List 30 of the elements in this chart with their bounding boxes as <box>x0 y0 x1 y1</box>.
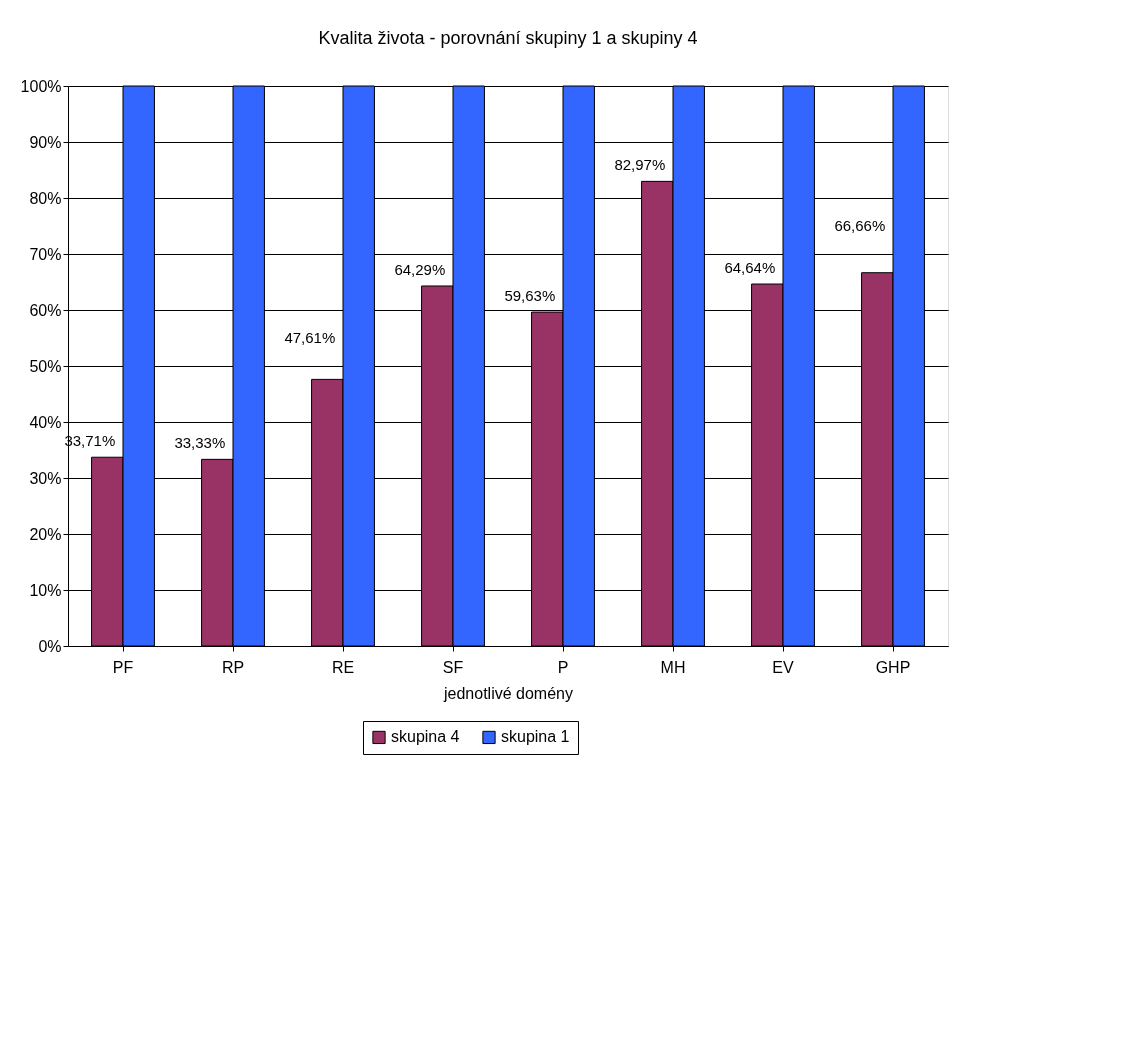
y-tick-label: 60% <box>29 301 62 319</box>
y-tick-label: 100% <box>20 77 62 95</box>
legend-label: skupina 1 <box>501 728 570 746</box>
legend-label: skupina 4 <box>391 728 460 746</box>
x-tick-label: P <box>557 658 569 676</box>
y-tick-label: 0% <box>38 637 62 655</box>
data-label: 33,33% <box>174 434 226 452</box>
y-tick-label: 90% <box>29 133 62 151</box>
y-tick-label: 50% <box>29 357 62 375</box>
x-tick-label: GHP <box>875 658 911 676</box>
data-label: 47,61% <box>284 329 336 346</box>
data-label: 59,63% <box>504 287 556 305</box>
y-tick-label: 80% <box>29 189 62 207</box>
x-tick-label: EV <box>772 658 794 676</box>
x-tick-label: PF <box>112 658 134 676</box>
chart-title: Kvalita života - porovnání skupiny 1 a skupiny 4 <box>318 28 698 48</box>
y-tick-label: 30% <box>29 469 62 487</box>
data-label: 64,29% <box>394 260 446 278</box>
x-axis-title: jednotlivé domény <box>443 684 573 702</box>
x-tick-label: MH <box>660 658 686 676</box>
data-label: 82,97% <box>614 156 666 174</box>
x-tick-label: RP <box>221 658 245 676</box>
y-tick-label: 20% <box>29 525 62 543</box>
y-tick-label: 40% <box>29 413 62 431</box>
y-tick-label: 70% <box>29 245 62 263</box>
x-tick-label: SF <box>442 658 464 676</box>
data-label: 64,64% <box>724 259 776 277</box>
y-tick-label: 10% <box>29 581 62 599</box>
data-label: 66,66% <box>834 217 886 234</box>
x-tick-label: RE <box>331 658 355 676</box>
